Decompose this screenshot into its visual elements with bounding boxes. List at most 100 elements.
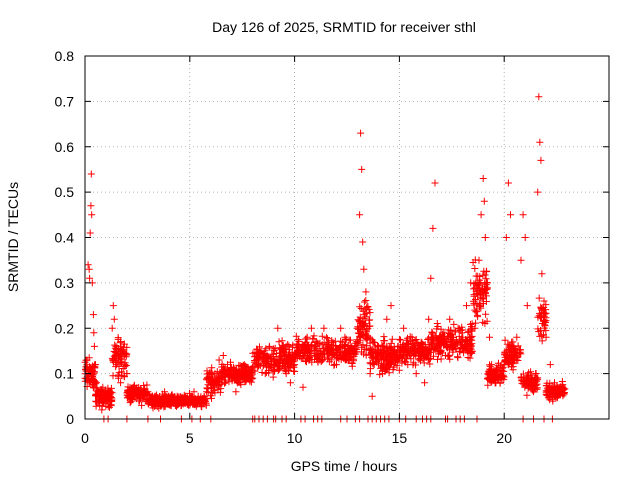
data-point	[471, 284, 479, 292]
data-point	[358, 330, 366, 338]
data-point	[479, 318, 487, 326]
data-point	[259, 362, 267, 370]
data-point	[467, 334, 475, 342]
data-point	[370, 361, 378, 369]
data-point	[530, 377, 537, 385]
data-point	[560, 389, 568, 397]
data-point	[440, 341, 447, 349]
data-point	[542, 327, 550, 335]
data-point	[291, 361, 299, 369]
data-point	[492, 370, 500, 378]
data-point	[211, 370, 219, 378]
data-point	[410, 359, 418, 367]
data-point	[415, 356, 423, 364]
data-point	[224, 361, 231, 369]
data-point	[442, 352, 449, 359]
data-point	[456, 347, 463, 355]
data-point	[354, 324, 361, 332]
y-tick-label: 0.3	[55, 275, 75, 291]
data-point	[544, 386, 552, 394]
data-point	[258, 369, 266, 376]
data-point	[127, 392, 135, 400]
data-point	[508, 351, 516, 359]
data-point	[358, 165, 366, 173]
data-point	[349, 347, 357, 355]
data-point	[467, 279, 475, 287]
data-point	[472, 296, 479, 303]
y-tick-label: 0.4	[55, 230, 75, 246]
data-point	[471, 324, 479, 332]
data-point	[395, 335, 403, 343]
data-point	[205, 369, 213, 377]
data-point	[404, 340, 412, 348]
data-point	[221, 378, 229, 386]
data-point	[527, 371, 535, 379]
data-point	[360, 321, 368, 329]
data-point	[536, 138, 544, 146]
data-point	[344, 341, 352, 349]
data-point	[117, 351, 125, 358]
data-point	[527, 383, 535, 391]
data-point	[437, 333, 445, 341]
data-point	[467, 349, 475, 357]
data-point	[129, 383, 137, 391]
data-point	[309, 335, 317, 343]
data-point	[441, 340, 449, 348]
data-point	[481, 234, 489, 241]
data-point	[348, 360, 356, 367]
data-point	[247, 378, 255, 386]
data-point	[486, 369, 494, 377]
data-point	[115, 374, 122, 382]
data-point	[395, 347, 403, 355]
data-point	[93, 379, 100, 387]
data-point	[333, 361, 340, 369]
data-point	[521, 234, 529, 241]
data-point	[204, 389, 212, 397]
data-point	[540, 304, 548, 311]
data-point	[524, 372, 531, 380]
data-point	[100, 388, 108, 396]
data-point	[87, 366, 95, 374]
data-point	[522, 378, 530, 386]
data-point	[276, 356, 284, 364]
data-point	[293, 348, 301, 356]
data-point	[123, 370, 131, 378]
data-point	[240, 361, 248, 369]
data-point	[477, 294, 485, 302]
data-point	[270, 357, 278, 365]
data-point	[207, 371, 215, 379]
data-point	[362, 326, 370, 334]
data-point	[111, 352, 119, 359]
data-point	[157, 397, 164, 405]
data-point	[480, 197, 488, 205]
data-point	[169, 397, 177, 405]
data-point	[265, 342, 273, 350]
data-point	[472, 319, 480, 327]
data-point	[123, 343, 131, 351]
data-point	[353, 338, 361, 345]
data-point	[136, 397, 143, 405]
data-point	[540, 297, 548, 305]
data-point	[363, 309, 371, 317]
data-point	[500, 361, 508, 369]
data-point	[483, 279, 491, 287]
data-point	[141, 387, 149, 395]
data-point	[389, 366, 397, 374]
data-point	[501, 336, 509, 344]
data-point	[345, 356, 353, 364]
data-point	[473, 311, 481, 319]
data-point	[498, 367, 506, 375]
data-point	[321, 353, 328, 361]
data-point	[249, 374, 257, 382]
data-point	[555, 388, 563, 396]
data-point	[380, 354, 388, 362]
data-point	[362, 313, 370, 321]
data-point	[523, 391, 531, 399]
plot-frame	[84, 55, 610, 420]
data-point	[228, 370, 236, 378]
data-point	[539, 320, 547, 327]
data-point	[464, 354, 472, 361]
data-point	[387, 302, 395, 310]
data-point	[482, 281, 490, 289]
data-point	[525, 379, 533, 387]
